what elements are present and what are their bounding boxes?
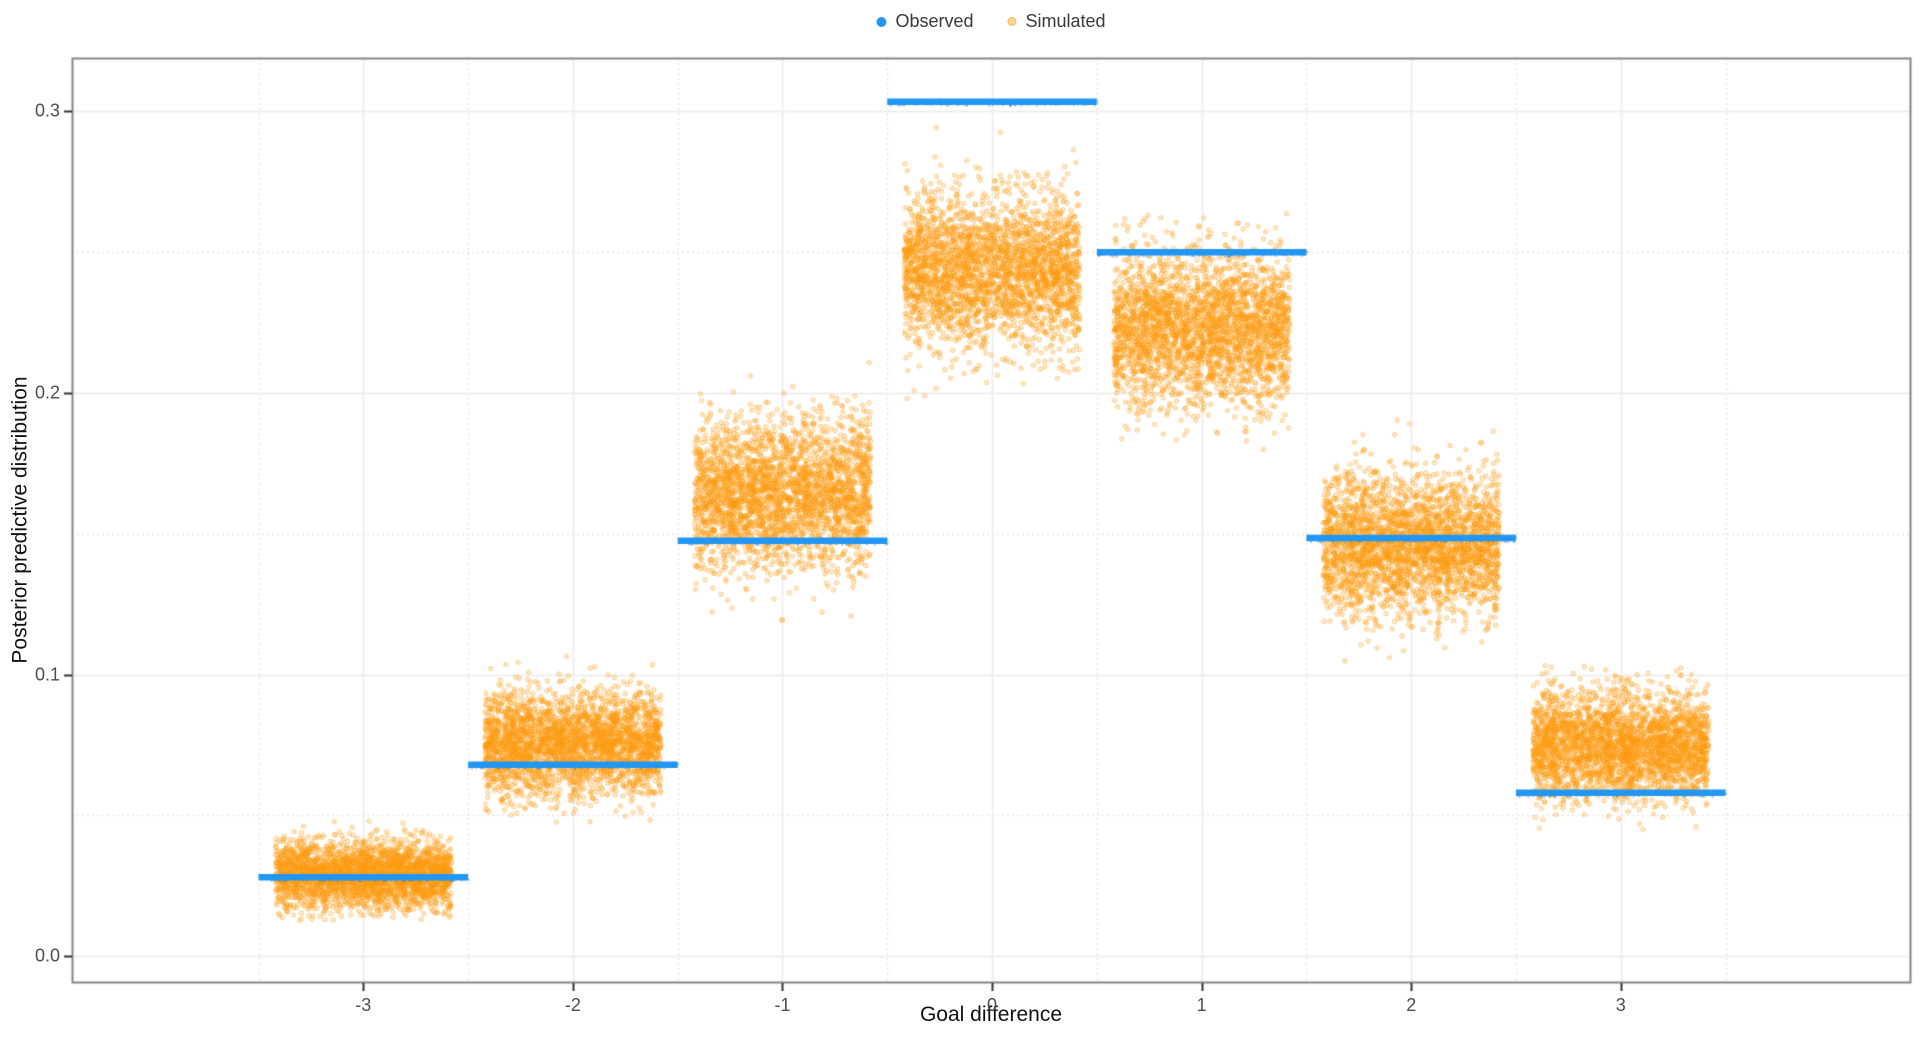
y-axis-title: Posterior predictive distribution — [9, 376, 33, 664]
observed-dot-icon — [876, 16, 887, 27]
legend-label-observed: Observed — [895, 11, 974, 31]
legend-item-simulated: Simulated — [1007, 11, 1106, 32]
legend-label-simulated: Simulated — [1025, 11, 1106, 31]
x-axis-title: Goal difference — [919, 1003, 1063, 1026]
legend: Observed Simulated — [876, 11, 1106, 32]
y-axis-title-wrap: Posterior predictive distribution — [6, 58, 36, 982]
legend-item-observed: Observed — [876, 11, 974, 32]
simulated-dot-icon — [1007, 17, 1017, 26]
